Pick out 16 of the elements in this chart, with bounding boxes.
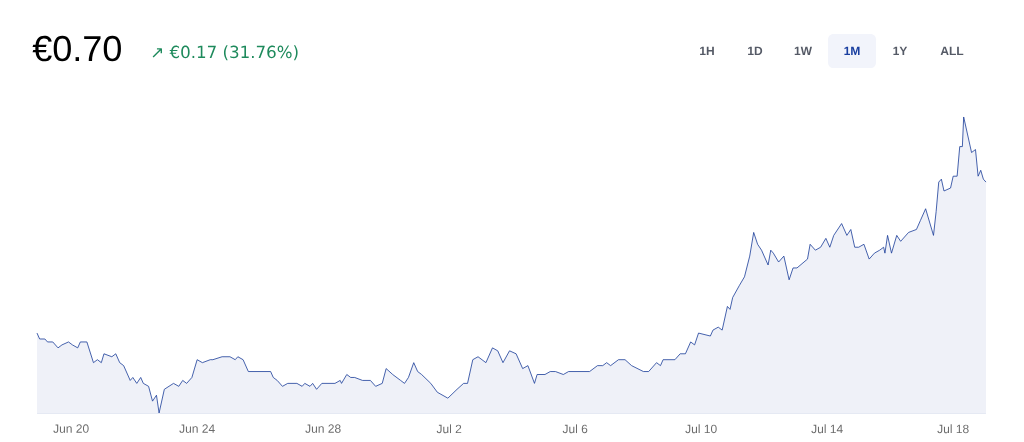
chart-title: €0.70	[32, 35, 121, 62]
x-tick-label: Jun 24	[179, 424, 215, 433]
text: ALL	[940, 46, 964, 55]
text: 1H	[700, 46, 714, 55]
text: 1M	[844, 46, 860, 55]
text: 1Y	[893, 46, 908, 55]
x-tick-label: Jul 10	[685, 424, 717, 434]
chart-subtitle: ↗ €0.17 (31.76%)	[152, 45, 298, 61]
x-tick-label: Jul 2	[436, 424, 462, 434]
text: 1D	[748, 46, 763, 55]
x-tick-label: Jul 18	[937, 424, 969, 434]
x-tick-label: Jun 28	[305, 424, 341, 433]
x-tick-label: Jun 20	[53, 424, 89, 433]
x-tick-label: Jul 14	[811, 424, 843, 434]
x-tick-label: Jul 6	[562, 424, 588, 434]
text: 1W	[794, 46, 812, 55]
